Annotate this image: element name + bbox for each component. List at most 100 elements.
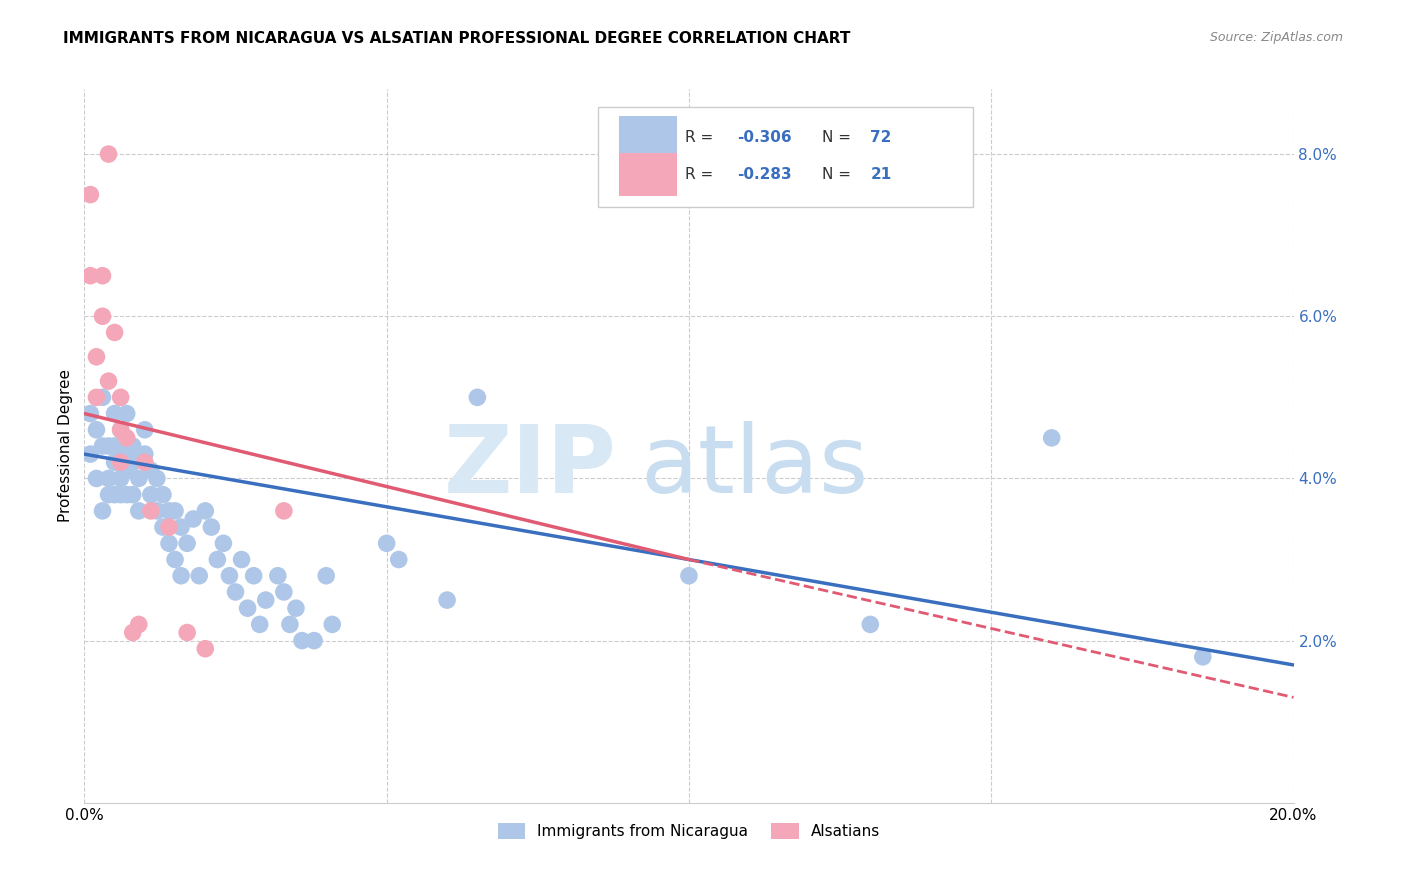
Point — [273, 504, 295, 518]
Point — [97, 374, 120, 388]
Point — [152, 520, 174, 534]
Text: -0.306: -0.306 — [737, 130, 792, 145]
Point — [188, 568, 211, 582]
Text: 21: 21 — [870, 168, 891, 182]
Point — [79, 268, 101, 283]
Point — [249, 617, 271, 632]
Point — [236, 601, 259, 615]
Text: ZIP: ZIP — [443, 421, 616, 514]
Point — [121, 625, 143, 640]
Point — [97, 488, 120, 502]
Point — [97, 147, 120, 161]
Point — [146, 504, 169, 518]
Point — [157, 536, 180, 550]
Point — [121, 488, 143, 502]
Point — [200, 520, 222, 534]
Point — [157, 504, 180, 518]
Point — [291, 633, 314, 648]
Point — [859, 617, 882, 632]
Point — [207, 552, 229, 566]
Point — [134, 423, 156, 437]
Point — [146, 471, 169, 485]
Point — [176, 625, 198, 640]
Point — [315, 568, 337, 582]
Point — [115, 488, 138, 502]
Point — [115, 439, 138, 453]
Point — [104, 326, 127, 340]
Point — [110, 471, 132, 485]
Point — [110, 447, 132, 461]
Point — [170, 568, 193, 582]
Text: N =: N = — [823, 168, 856, 182]
Point — [110, 423, 132, 437]
Text: R =: R = — [685, 130, 718, 145]
Point — [104, 455, 127, 469]
Point — [436, 593, 458, 607]
Point — [110, 488, 132, 502]
Point — [104, 439, 127, 453]
Point — [86, 423, 108, 437]
FancyBboxPatch shape — [619, 153, 676, 196]
Point — [225, 585, 247, 599]
Point — [302, 633, 325, 648]
Point — [170, 520, 193, 534]
Point — [79, 407, 101, 421]
Point — [86, 390, 108, 404]
Point — [134, 447, 156, 461]
Point — [194, 641, 217, 656]
Point — [181, 512, 204, 526]
Point — [218, 568, 240, 582]
Point — [115, 407, 138, 421]
Point — [91, 310, 114, 324]
Point — [91, 504, 114, 518]
Text: IMMIGRANTS FROM NICARAGUA VS ALSATIAN PROFESSIONAL DEGREE CORRELATION CHART: IMMIGRANTS FROM NICARAGUA VS ALSATIAN PR… — [63, 31, 851, 46]
Point — [267, 568, 290, 582]
Point — [678, 568, 700, 582]
Point — [115, 431, 138, 445]
Point — [128, 447, 150, 461]
Legend: Immigrants from Nicaragua, Alsatians: Immigrants from Nicaragua, Alsatians — [492, 817, 886, 845]
Point — [139, 504, 162, 518]
Text: N =: N = — [823, 130, 856, 145]
Point — [467, 390, 489, 404]
Point — [165, 552, 187, 566]
Point — [121, 455, 143, 469]
Point — [242, 568, 264, 582]
Text: -0.283: -0.283 — [737, 168, 792, 182]
Point — [91, 390, 114, 404]
Point — [134, 455, 156, 469]
Point — [285, 601, 308, 615]
Point — [139, 488, 162, 502]
Point — [128, 471, 150, 485]
Point — [321, 617, 343, 632]
Point — [254, 593, 277, 607]
Point — [79, 447, 101, 461]
Point — [86, 471, 108, 485]
Point — [231, 552, 253, 566]
Point — [139, 463, 162, 477]
FancyBboxPatch shape — [619, 116, 676, 159]
Point — [128, 504, 150, 518]
Point — [86, 350, 108, 364]
Point — [115, 463, 138, 477]
Text: atlas: atlas — [641, 421, 869, 514]
Point — [110, 390, 132, 404]
Point — [79, 187, 101, 202]
Point — [1040, 431, 1063, 445]
Point — [176, 536, 198, 550]
Point — [375, 536, 398, 550]
Point — [157, 520, 180, 534]
Point — [273, 585, 295, 599]
Point — [104, 407, 127, 421]
Point — [91, 439, 114, 453]
Point — [194, 504, 217, 518]
Point — [165, 504, 187, 518]
Point — [152, 488, 174, 502]
Text: R =: R = — [685, 168, 718, 182]
FancyBboxPatch shape — [599, 107, 973, 207]
Point — [104, 488, 127, 502]
Text: 72: 72 — [870, 130, 891, 145]
Point — [91, 268, 114, 283]
Point — [388, 552, 411, 566]
Point — [97, 471, 120, 485]
